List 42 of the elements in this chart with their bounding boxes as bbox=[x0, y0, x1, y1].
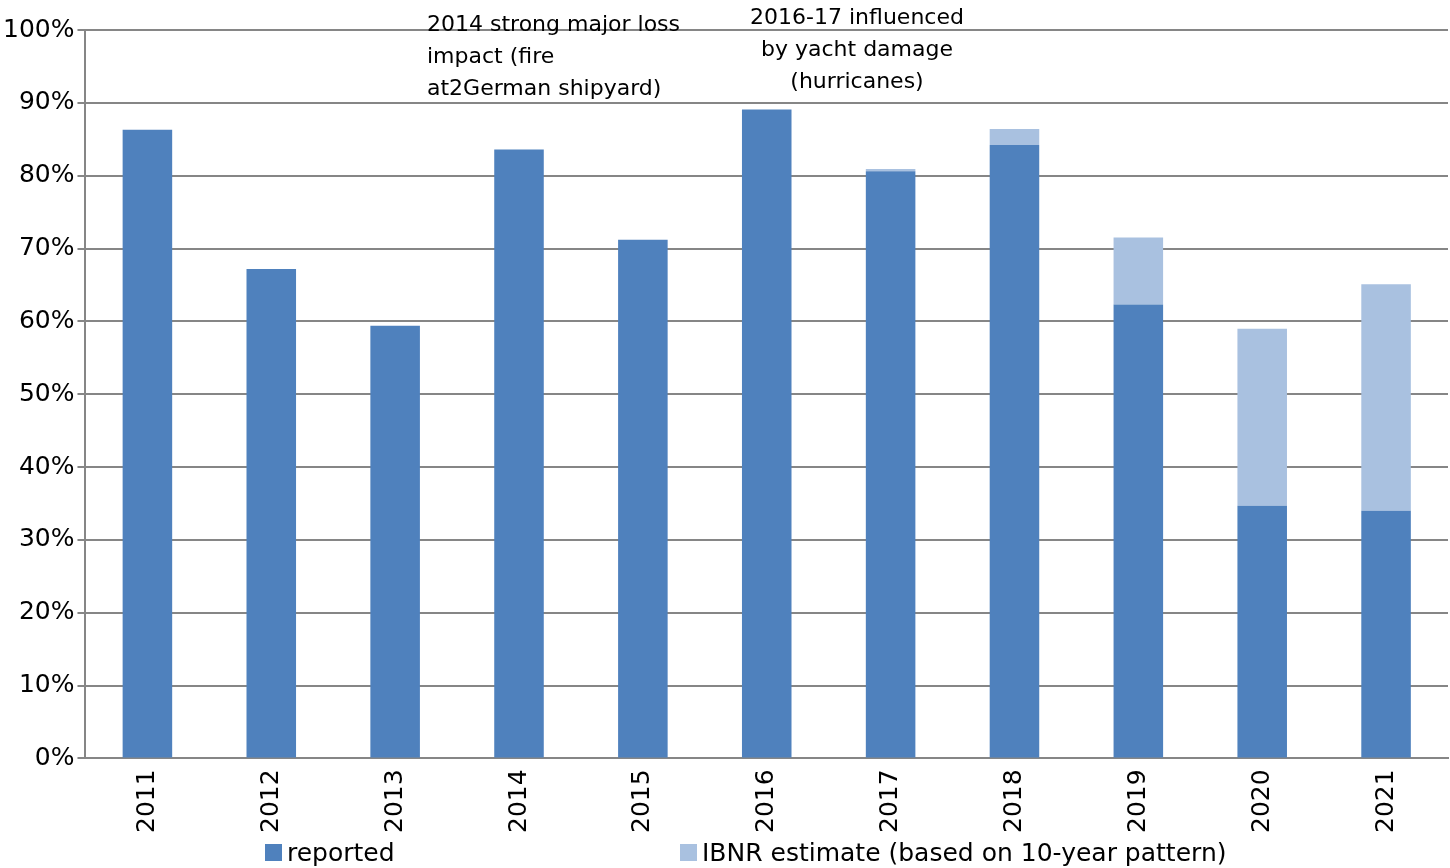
bar bbox=[741, 109, 792, 758]
annotation: 2016-17 influenced by yacht damage (hurricanes) bbox=[750, 3, 964, 93]
y-tick-label: 100% bbox=[2, 13, 75, 43]
y-tick-label: 30% bbox=[18, 523, 75, 553]
y-tick-label: 80% bbox=[18, 159, 75, 189]
x-tick-label: 2012 bbox=[254, 769, 284, 833]
bar bbox=[246, 268, 297, 758]
y-tick-label: 60% bbox=[18, 304, 75, 334]
bar bbox=[618, 239, 668, 758]
bar bbox=[1113, 237, 1164, 305]
y-tick-label: 40% bbox=[18, 450, 75, 480]
bar bbox=[370, 325, 420, 758]
bar bbox=[989, 129, 1040, 146]
bar bbox=[494, 149, 544, 758]
y-tick-label: 90% bbox=[18, 86, 75, 116]
annotation: 2014 strong major loss impact (fire at2German shipyard) bbox=[427, 10, 681, 100]
bar bbox=[1361, 284, 1411, 511]
y-tick-label: 0% bbox=[34, 741, 75, 771]
bar bbox=[989, 145, 1040, 758]
y-tick-label: 70% bbox=[18, 232, 75, 262]
x-tick-label: 2020 bbox=[1245, 769, 1275, 833]
x-tick-label: 2013 bbox=[378, 769, 408, 833]
legend-label: IBNR estimate (based on 10-year pattern) bbox=[702, 838, 1227, 867]
y-tick-label: 50% bbox=[18, 377, 75, 407]
x-tick-label: 2011 bbox=[130, 769, 160, 833]
x-tick-label: 2014 bbox=[502, 769, 532, 833]
bar bbox=[1113, 304, 1164, 758]
bar bbox=[865, 169, 916, 172]
bar bbox=[1237, 505, 1287, 758]
x-tick-label: 2018 bbox=[997, 769, 1027, 833]
bar bbox=[1361, 510, 1411, 758]
bar bbox=[122, 129, 173, 758]
x-tick-label: 2016 bbox=[750, 769, 780, 833]
x-tick-label: 2019 bbox=[1121, 769, 1151, 833]
y-tick-label: 10% bbox=[18, 669, 75, 699]
legend-label: reported bbox=[287, 838, 395, 867]
bar bbox=[1237, 328, 1287, 506]
x-tick-label: 2017 bbox=[874, 769, 904, 833]
bar bbox=[865, 171, 916, 758]
x-tick-label: 2015 bbox=[626, 769, 656, 833]
x-tick-label: 2021 bbox=[1369, 769, 1399, 833]
y-tick-label: 20% bbox=[18, 596, 75, 626]
